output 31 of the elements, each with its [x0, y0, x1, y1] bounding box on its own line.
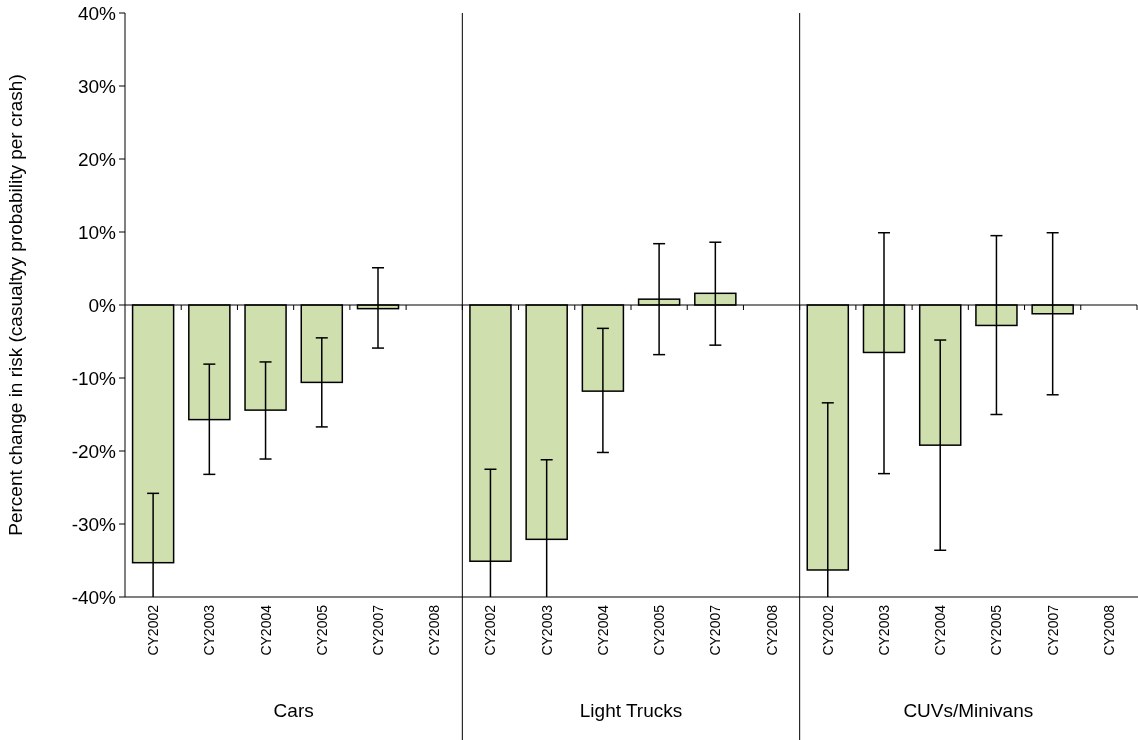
y-tick-label: -40% [71, 586, 117, 608]
x-tick-label: CY2007 [707, 604, 724, 656]
x-tick-label: CY2008 [763, 604, 780, 656]
x-tick-label: CY2003 [538, 604, 555, 656]
x-tick-label: CY2007 [1044, 604, 1061, 656]
y-tick-label: -30% [71, 513, 117, 535]
y-axis-title: Percent change in risk (casualtyy probability per crash) [5, 74, 26, 536]
y-tick-label: -20% [71, 440, 117, 462]
text: Cars [273, 700, 314, 721]
y-tick-label: -10% [71, 367, 117, 389]
y-tick-label: 20% [77, 148, 117, 170]
x-tick-label: CY2002 [819, 604, 836, 656]
y-tick-label: 40% [77, 2, 117, 24]
y-tick-label: 0% [88, 294, 117, 316]
x-tick-label: CY2004 [932, 604, 949, 656]
x-tick-label: CY2007 [370, 604, 386, 656]
x-tick-label: CY2002 [482, 604, 499, 656]
x-tick-label: CY2008 [426, 604, 443, 656]
x-tick-label: CY2005 [313, 604, 330, 656]
x-tick-label: CY2005 [651, 604, 668, 656]
x-tick-label: CY2005 [988, 604, 1005, 656]
x-tick-label: CY2004 [257, 604, 274, 656]
x-tick-label: CY2003 [876, 604, 892, 656]
y-tick-label: 10% [77, 221, 117, 243]
x-tick-label: CY2003 [201, 604, 218, 656]
y-tick-label: 30% [77, 75, 117, 97]
text: Light Trucks [579, 700, 683, 721]
x-tick-label: CY2004 [594, 604, 611, 656]
x-tick-label: CY2008 [1100, 604, 1117, 656]
text: CUVs/Minivans [903, 700, 1034, 721]
x-tick-label: CY2002 [145, 604, 162, 656]
